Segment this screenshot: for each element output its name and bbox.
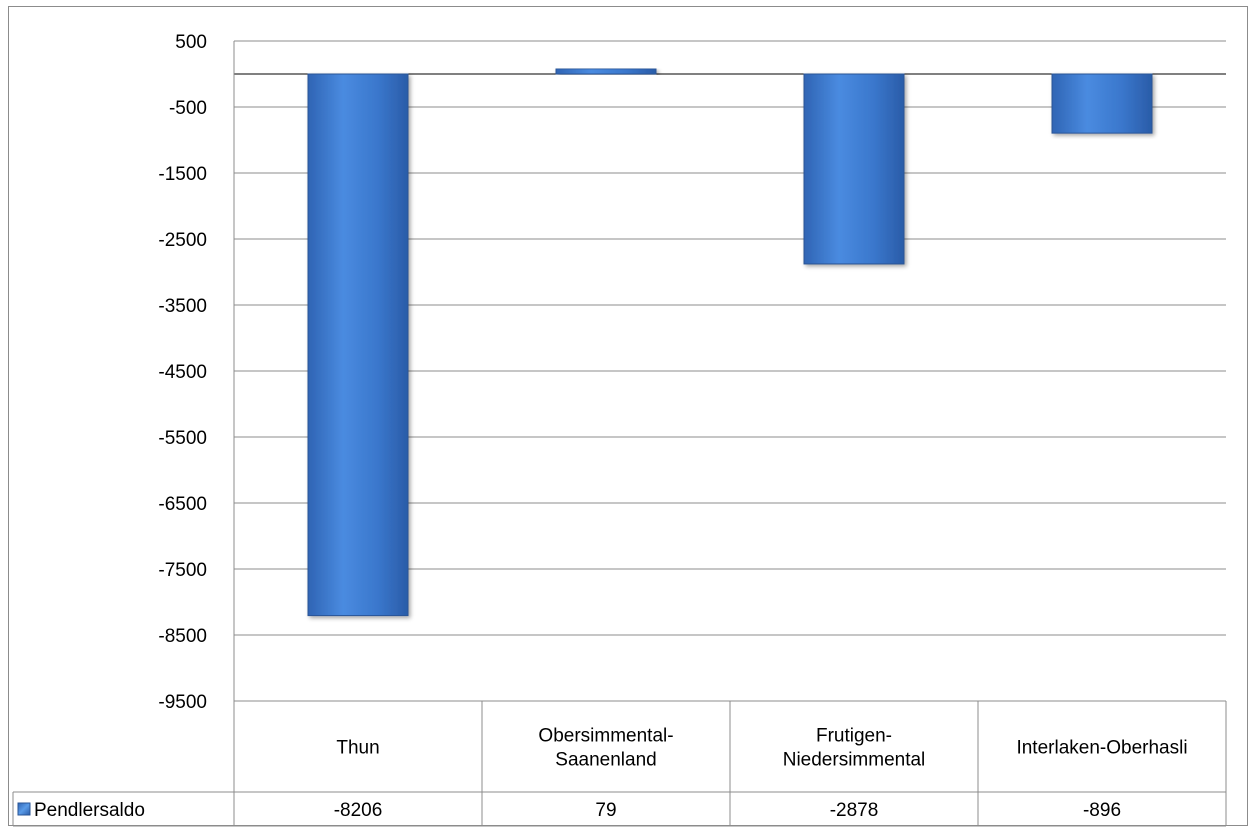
y-tick-label: -9500	[158, 692, 207, 713]
y-tick-label: 500	[175, 32, 207, 53]
y-tick-label: -8500	[158, 626, 207, 647]
bars	[307, 68, 1153, 617]
y-tick-label: -5500	[158, 428, 207, 449]
bar-1	[555, 68, 657, 75]
y-tick-label: -4500	[158, 362, 207, 383]
y-tick-label: -6500	[158, 494, 207, 515]
category-label: Niedersimmental	[783, 750, 926, 771]
table-value-cell: -2878	[830, 800, 879, 821]
bar-2	[803, 73, 905, 265]
category-label: Obersimmental-	[538, 726, 673, 747]
category-label: Interlaken-Oberhasli	[1016, 738, 1187, 759]
y-tick-label: -2500	[158, 230, 207, 251]
bar-3	[1051, 73, 1153, 134]
y-axis-ticks: 500 -500 -1500 -2500 -3500 -4500 -5500 -6500 -75…	[158, 32, 207, 713]
category-label: Thun	[336, 738, 379, 759]
data-table: Thun Obersimmental- Saanenland Frutigen- Nie…	[12, 700, 1227, 827]
table-value-cell: -8206	[334, 800, 383, 821]
y-tick-label: -7500	[158, 560, 207, 581]
legend-series-label: Pendlersaldo	[34, 800, 145, 821]
y-tick-label: -3500	[158, 296, 207, 317]
legend-key-icon	[17, 802, 31, 816]
bar-0	[307, 73, 409, 617]
y-tick-label: -500	[169, 98, 207, 119]
category-label: Saanenland	[555, 750, 656, 771]
category-label: Frutigen-	[816, 726, 892, 747]
chart-frame	[8, 6, 1248, 826]
table-value-cell: 79	[595, 800, 616, 821]
table-value-cell: -896	[1083, 800, 1121, 821]
y-tick-label: -1500	[158, 164, 207, 185]
